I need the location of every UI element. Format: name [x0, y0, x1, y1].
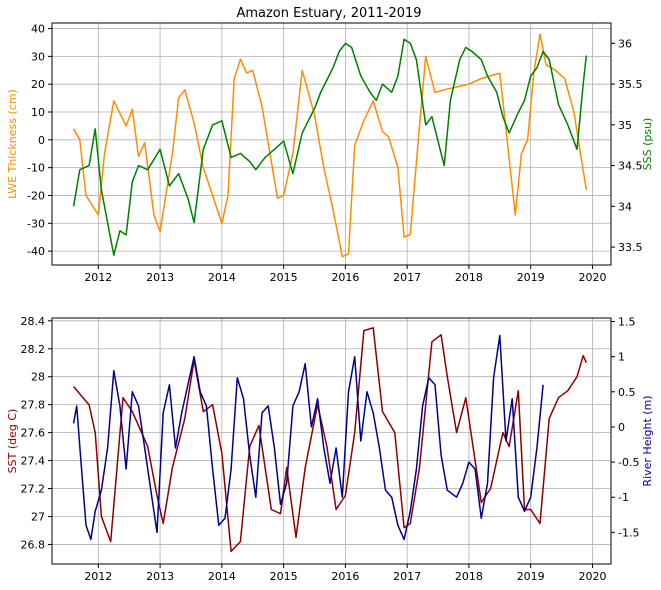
- x-tick-label: 2016: [331, 271, 359, 284]
- x-tick-label: 2020: [578, 570, 606, 583]
- left-y-axis-label: SST (deg C): [6, 409, 19, 474]
- right-axis-series-line: [72, 334, 544, 541]
- left-y-tick-label: 27.8: [21, 399, 46, 412]
- right-y-tick-label: 1: [618, 351, 625, 364]
- x-tick-label: 2017: [393, 271, 421, 284]
- plot-frame: [51, 22, 612, 266]
- left-axis-series-line: [72, 33, 588, 258]
- upper-panel: 2012 2013 2014 2015 2016 2017 2018 2019 2020-40-…: [6, 22, 654, 284]
- x-tick-label: 2014: [208, 271, 236, 284]
- right-y-tick-label: 1.5: [618, 316, 636, 329]
- right-y-tick-label: 33.5: [618, 241, 643, 254]
- left-y-tick-label: 0: [38, 134, 45, 147]
- x-tick-label: 2015: [270, 271, 298, 284]
- left-y-tick-label: 27: [31, 510, 45, 523]
- left-y-tick-label: -30: [27, 217, 45, 230]
- left-y-tick-label: 30: [31, 50, 45, 63]
- chart-title: Amazon Estuary, 2011-2019: [236, 6, 421, 21]
- left-y-tick-label: -40: [27, 245, 45, 258]
- right-y-tick-label: 35: [618, 119, 632, 132]
- left-y-tick-label: 26.8: [21, 538, 46, 551]
- right-y-tick-label: 35.5: [618, 78, 643, 91]
- lower-panel: 2012 2013 2014 2015 2016 2017 2018 2019 2020 26.8…: [6, 315, 654, 583]
- left-y-tick-label: -20: [27, 189, 45, 202]
- left-y-tick-label: 27.4: [21, 455, 46, 468]
- left-y-tick-label: 28.2: [21, 343, 46, 356]
- left-y-tick-label: 20: [31, 78, 45, 91]
- x-tick-label: 2017: [393, 570, 421, 583]
- right-y-axis-label: River Height (m): [641, 395, 654, 486]
- x-tick-label: 2016: [331, 570, 359, 583]
- right-y-axis-label: SSS (psu): [641, 118, 654, 171]
- x-tick-label: 2018: [455, 570, 483, 583]
- right-y-tick-label: -0.5: [618, 456, 639, 469]
- left-y-axis: -40 -30 -20 -10 0 10 20 30 40: [27, 23, 52, 258]
- left-y-tick-label: 27.2: [21, 483, 46, 496]
- right-y-tick-label: -1: [618, 491, 629, 504]
- right-y-tick-label: 34.5: [618, 160, 643, 173]
- right-y-axis: 33.5 34 34.5 35 35.5 36: [611, 37, 643, 254]
- left-y-tick-label: 28.4: [21, 315, 46, 328]
- left-y-tick-label: 28: [31, 371, 45, 384]
- x-tick-label: 2012: [84, 271, 112, 284]
- left-y-axis-label: LWE Thickness (cm): [6, 89, 19, 199]
- right-y-tick-label: 0.5: [618, 386, 636, 399]
- x-tick-label: 2020: [578, 271, 606, 284]
- right-y-tick-label: -1.5: [618, 526, 639, 539]
- x-tick-label: 2019: [517, 570, 545, 583]
- left-y-tick-label: 10: [31, 106, 45, 119]
- left-axis-series-line: [73, 327, 587, 553]
- x-axis: 2012 2013 2014 2015 2016 2017 2018 2019 2020: [84, 564, 606, 583]
- x-tick-label: 2019: [517, 271, 545, 284]
- plot-frame: [51, 317, 612, 565]
- left-y-tick-label: 40: [31, 23, 45, 36]
- right-y-tick-label: 0: [618, 421, 625, 434]
- grid: [52, 23, 611, 265]
- right-axis-series-line: [72, 38, 588, 256]
- right-y-tick-label: 34: [618, 200, 632, 213]
- left-y-tick-label: 27.6: [21, 427, 46, 440]
- x-tick-label: 2014: [208, 570, 236, 583]
- left-y-tick-label: -10: [27, 162, 45, 175]
- x-axis: 2012 2013 2014 2015 2016 2017 2018 2019 2020: [84, 265, 606, 284]
- right-y-axis: -1.5 -1 -0.5 0 0.5 1 1.5: [611, 316, 639, 539]
- x-tick-label: 2013: [146, 271, 174, 284]
- x-tick-label: 2015: [270, 570, 298, 583]
- left-y-axis: 26.8 27 27.2 27.4 27.6 27.8 28 28.2 28.4: [21, 315, 52, 551]
- x-tick-label: 2013: [146, 570, 174, 583]
- right-y-tick-label: 36: [618, 37, 632, 50]
- x-tick-label: 2018: [455, 271, 483, 284]
- x-tick-label: 2012: [84, 570, 112, 583]
